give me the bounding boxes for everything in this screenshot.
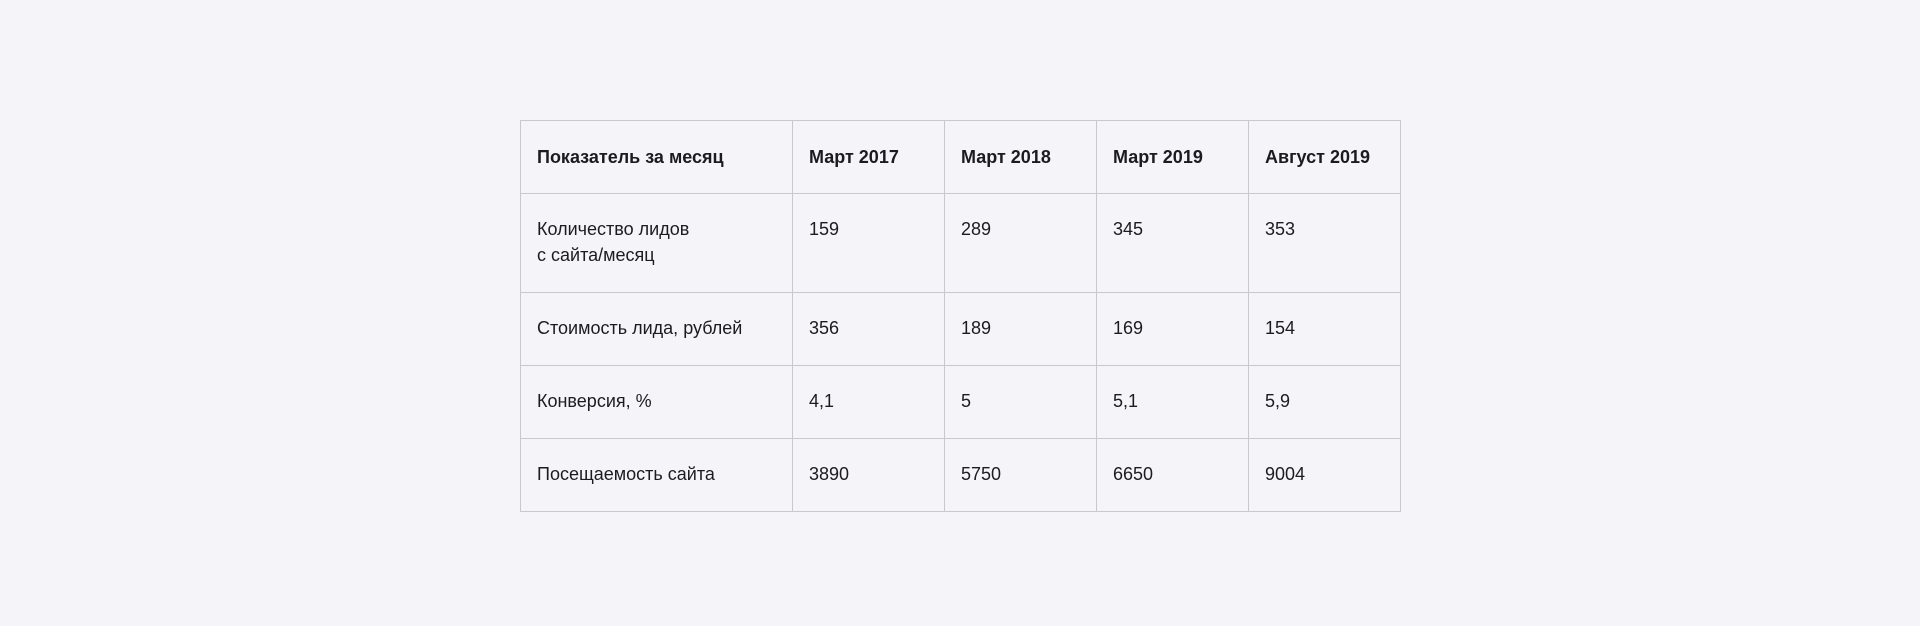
header-row: Показатель за месяц Март 2017 Март 2018 Мар… bbox=[520, 120, 1401, 194]
table-cell: 356 bbox=[792, 292, 945, 366]
table-cell: 159 bbox=[792, 193, 945, 293]
table-cell: 189 bbox=[944, 292, 1097, 366]
table-cell: 289 bbox=[944, 193, 1097, 293]
table-cell: 6650 bbox=[1096, 438, 1249, 512]
table-body: Количество лидов с сайта/месяц 159 289 345 3… bbox=[520, 193, 1401, 512]
table-cell: 353 bbox=[1248, 193, 1401, 293]
table-cell: 345 bbox=[1096, 193, 1249, 293]
table-cell: 5,9 bbox=[1248, 365, 1401, 439]
table-row: Посещаемость сайта 3890 5750 6650 9004 bbox=[520, 438, 1401, 512]
table-row: Стоимость лида, рублей 356 189 169 154 bbox=[520, 292, 1401, 366]
table-cell: 4,1 bbox=[792, 365, 945, 439]
table-cell: 5,1 bbox=[1096, 365, 1249, 439]
table-cell: 169 bbox=[1096, 292, 1249, 366]
header-cell: Март 2018 bbox=[944, 120, 1097, 194]
row-label: Посещаемость сайта bbox=[520, 438, 793, 512]
table-cell: 5 bbox=[944, 365, 1097, 439]
header-cell: Август 2019 bbox=[1248, 120, 1401, 194]
row-label: Количество лидов с сайта/месяц bbox=[520, 193, 793, 293]
table-row: Количество лидов с сайта/месяц 159 289 345 3… bbox=[520, 193, 1401, 293]
row-label: Стоимость лида, рублей bbox=[520, 292, 793, 366]
table-cell: 3890 bbox=[792, 438, 945, 512]
table-cell: 5750 bbox=[944, 438, 1097, 512]
table-row: Конверсия, % 4,1 5 5,1 5,9 bbox=[520, 365, 1401, 439]
header-cell: Март 2019 bbox=[1096, 120, 1249, 194]
header-cell: Показатель за месяц bbox=[520, 120, 793, 194]
table-cell: 154 bbox=[1248, 292, 1401, 366]
row-label: Конверсия, % bbox=[520, 365, 793, 439]
data-table: Показатель за месяц Март 2017 Март 2018 Мар… bbox=[520, 120, 1401, 512]
header-cell: Март 2017 bbox=[792, 120, 945, 194]
table-cell: 9004 bbox=[1248, 438, 1401, 512]
